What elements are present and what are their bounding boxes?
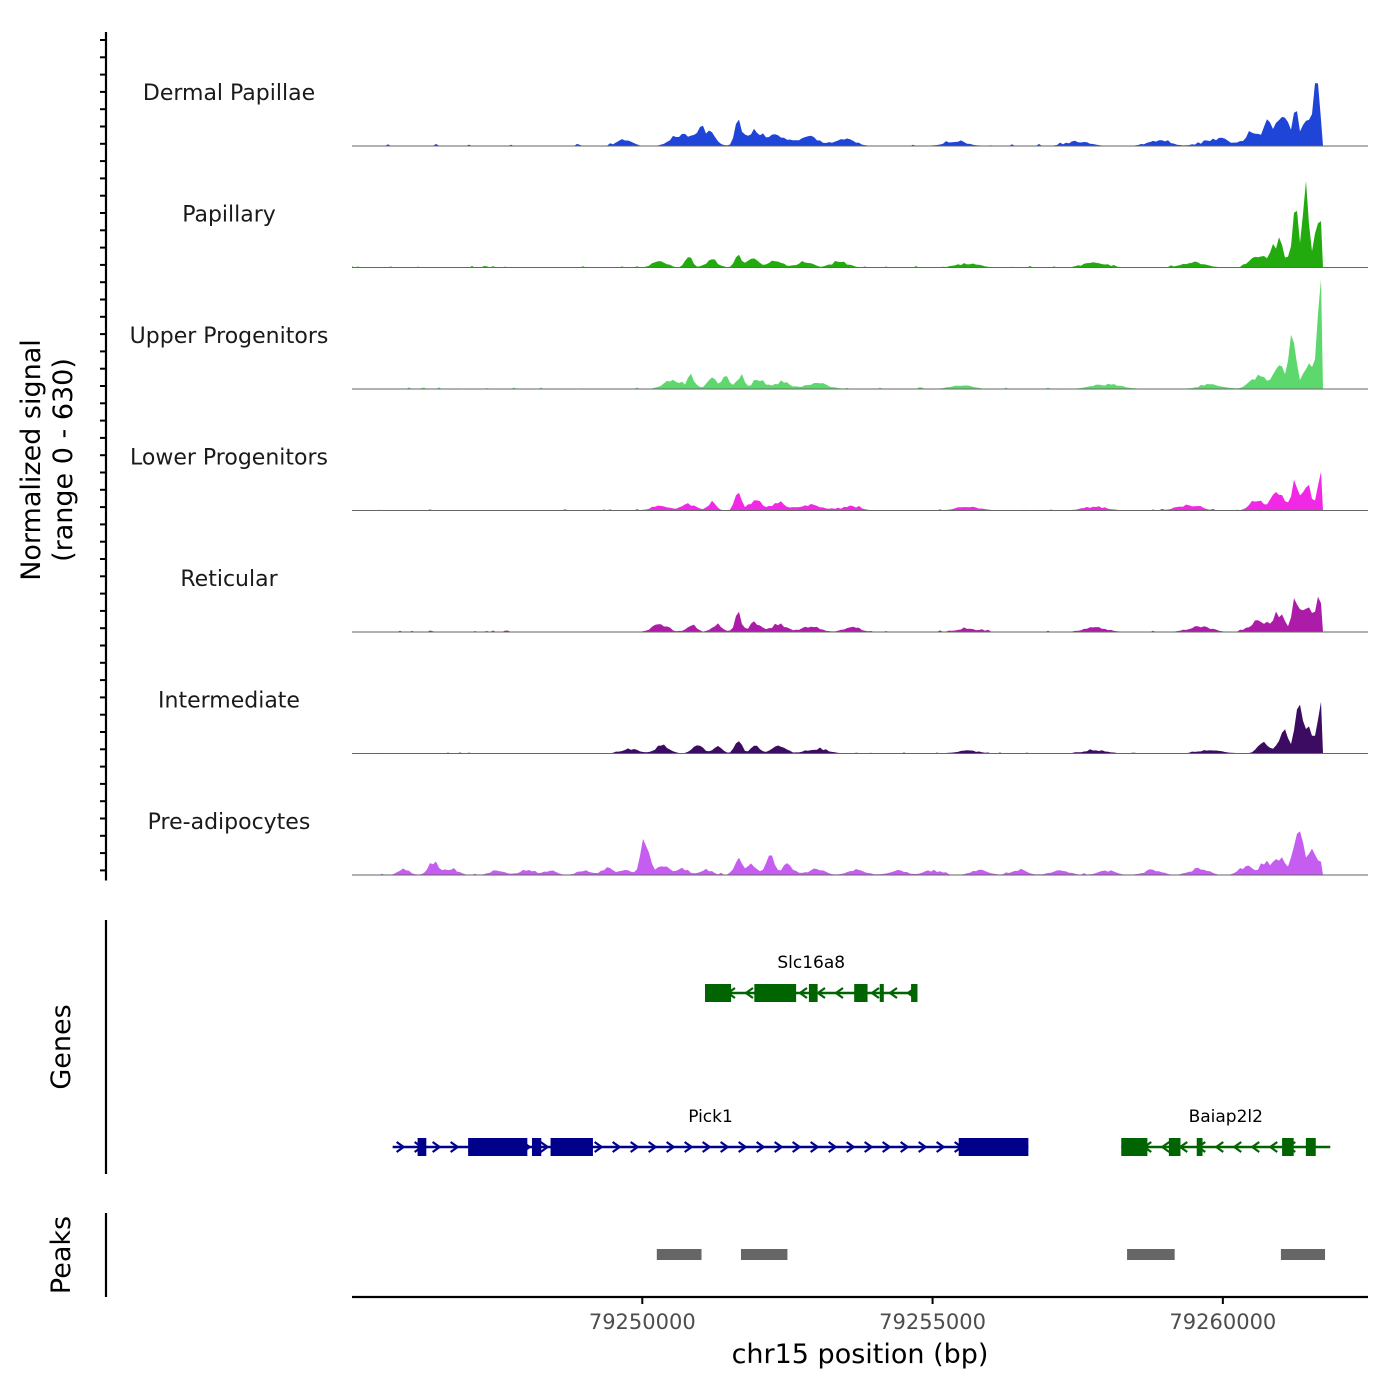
strand-arrow xyxy=(864,1141,874,1153)
gene-model: Slc16a8 xyxy=(704,953,918,1002)
gene-exon xyxy=(550,1138,593,1156)
coverage-area xyxy=(352,471,1323,511)
peak-region xyxy=(740,1249,788,1260)
strand-arrow xyxy=(666,1141,676,1153)
coverage-panel: Normalized signal(range 0 - 630) Dermal P… xyxy=(16,32,1368,881)
strand-arrow xyxy=(612,1141,622,1153)
strand-arrow xyxy=(1160,1141,1170,1153)
y-axis-title: Normalized signal(range 0 - 630) xyxy=(16,339,79,581)
x-tick-label: 79250000 xyxy=(589,1310,696,1334)
gene-exon xyxy=(808,984,818,1002)
coverage-track: Papillary xyxy=(182,180,1368,268)
strand-arrow xyxy=(1232,1141,1242,1153)
y-axis-title-line: Normalized signal xyxy=(16,339,47,581)
gene-exon xyxy=(1168,1138,1181,1156)
strand-arrow xyxy=(810,1141,820,1153)
x-axis-title: chr15 position (bp) xyxy=(732,1339,989,1370)
track-label: Reticular xyxy=(180,567,278,592)
gene-exon xyxy=(1196,1138,1203,1156)
strand-arrow xyxy=(882,1141,892,1153)
strand-arrow xyxy=(720,1141,730,1153)
gene-exon xyxy=(531,1138,542,1156)
strand-arrow xyxy=(684,1141,694,1153)
coverage-track: Upper Progenitors xyxy=(130,279,1368,390)
gene-exon xyxy=(1121,1138,1148,1156)
peak-region xyxy=(656,1249,702,1260)
strand-arrow xyxy=(1268,1141,1278,1153)
coverage-area xyxy=(352,831,1323,875)
strand-arrow xyxy=(450,1141,460,1153)
gene-exon xyxy=(879,984,884,1002)
coverage-area xyxy=(352,279,1323,389)
gene-exon xyxy=(468,1138,528,1156)
strand-arrow xyxy=(744,987,754,999)
strand-arrow xyxy=(774,1141,784,1153)
gene-model: Pick1 xyxy=(392,1107,1029,1156)
gene-exon xyxy=(1305,1138,1316,1156)
strand-arrow xyxy=(540,1141,550,1153)
strand-arrow xyxy=(1250,1141,1260,1153)
strand-arrow xyxy=(936,1141,946,1153)
peak-region xyxy=(1127,1249,1175,1260)
gene-exon xyxy=(754,984,797,1002)
track-label: Dermal Papillae xyxy=(143,81,315,106)
coverage-track: Reticular xyxy=(180,567,1368,633)
track-label: Upper Progenitors xyxy=(130,324,329,349)
peaks-title: Peaks xyxy=(46,1216,77,1294)
strand-arrow xyxy=(816,987,826,999)
strand-arrow xyxy=(792,1141,802,1153)
coverage-track: Dermal Papillae xyxy=(143,81,1368,147)
strand-arrow xyxy=(918,1141,928,1153)
strand-arrow xyxy=(798,987,808,999)
track-label: Lower Progenitors xyxy=(130,446,328,471)
gene-exon xyxy=(1282,1138,1294,1156)
gene-exon xyxy=(417,1138,427,1156)
genes-title: Genes xyxy=(46,1004,77,1089)
strand-arrow xyxy=(738,1141,748,1153)
gene-exon xyxy=(854,984,868,1002)
strand-arrow xyxy=(846,1141,856,1153)
x-tick-label: 79255000 xyxy=(879,1310,986,1334)
peaks-panel: Peaks xyxy=(46,1213,1326,1297)
strand-arrow xyxy=(900,1141,910,1153)
strand-arrow xyxy=(630,1141,640,1153)
x-tick-label: 79260000 xyxy=(1169,1310,1276,1334)
strand-arrow xyxy=(648,1141,658,1153)
gene-model: Baiap2l2 xyxy=(1121,1107,1331,1156)
gene-label: Pick1 xyxy=(688,1107,733,1127)
track-label: Papillary xyxy=(182,203,276,228)
strand-arrow xyxy=(594,1141,604,1153)
coverage-track: Lower Progenitors xyxy=(130,446,1368,511)
peak-region xyxy=(1280,1249,1326,1260)
track-label: Pre-adipocytes xyxy=(148,810,311,835)
x-axis: 79250000 79255000 79260000 chr15 position (… xyxy=(352,1295,1368,1370)
coverage-area xyxy=(352,596,1323,632)
gene-label: Baiap2l2 xyxy=(1189,1107,1263,1127)
coverage-track: Intermediate xyxy=(158,689,1368,754)
strand-arrow xyxy=(1214,1141,1224,1153)
strand-arrow xyxy=(432,1141,442,1153)
track-label: Intermediate xyxy=(158,689,300,714)
strand-arrow xyxy=(396,1141,406,1153)
gene-exon xyxy=(958,1138,1029,1156)
gene-exon xyxy=(911,984,918,1002)
gene-exon xyxy=(704,984,732,1002)
strand-arrow xyxy=(828,1141,838,1153)
coverage-area xyxy=(352,83,1323,146)
strand-arrow xyxy=(756,1141,766,1153)
strand-arrow xyxy=(702,1141,712,1153)
gene-label: Slc16a8 xyxy=(777,953,845,973)
strand-arrow xyxy=(834,987,844,999)
coverage-track: Pre-adipocytes xyxy=(148,810,1368,876)
strand-arrow xyxy=(888,987,898,999)
genes-panel: Genes Slc16a8 Pick1 Baiap2l2 xyxy=(46,920,1331,1174)
coverage-area xyxy=(352,180,1323,268)
y-axis-title-line: (range 0 - 630) xyxy=(48,358,79,562)
strand-arrow xyxy=(870,987,880,999)
coverage-area xyxy=(352,701,1323,754)
